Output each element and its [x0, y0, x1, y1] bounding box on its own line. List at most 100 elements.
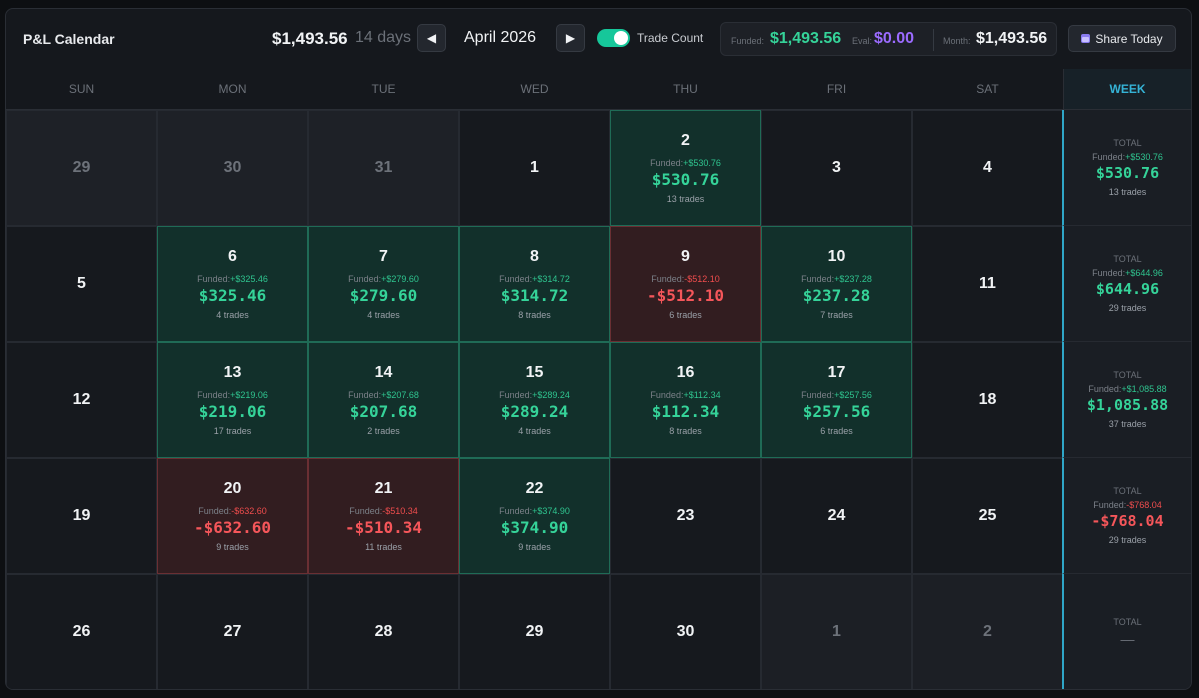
day-cell[interactable]: 4 [912, 110, 1063, 226]
day-cell[interactable]: 18 [912, 342, 1063, 458]
day-number: 19 [72, 507, 91, 524]
weekday-header-sat: SAT [912, 69, 1063, 110]
day-pnl: -$632.60 [193, 518, 272, 537]
day-pnl: -$512.10 [646, 286, 725, 305]
funded-prefix: Funded: [651, 274, 685, 284]
day-cell[interactable]: 13 Funded:+$219.06 $219.06 17 trades [157, 342, 308, 458]
funded-prefix: Funded: [499, 274, 533, 284]
day-cell[interactable]: 17 Funded:+$257.56 $257.56 6 trades [761, 342, 912, 458]
day-cell[interactable]: 30 [610, 574, 761, 689]
day-cell[interactable]: 20 Funded:-$632.60 -$632.60 9 trades [157, 458, 308, 574]
day-cell[interactable]: 31 [308, 110, 459, 226]
day-number: 21 [374, 480, 393, 497]
day-funded: Funded:+$325.46 [197, 274, 268, 284]
day-number: 1 [832, 623, 841, 640]
prev-month-button[interactable]: ◀ [417, 24, 446, 52]
funded-value: $1,493.56 [770, 30, 842, 47]
day-cell[interactable]: 8 Funded:+$314.72 $314.72 8 trades [459, 226, 610, 342]
day-pnl: $112.34 [651, 402, 720, 421]
next-month-button[interactable]: ▶ [556, 24, 585, 52]
day-cell[interactable]: 16 Funded:+$112.34 $112.34 8 trades [610, 342, 761, 458]
day-funded: Funded:-$512.10 [651, 274, 720, 284]
day-trade-count: 4 trades [216, 310, 249, 320]
day-cell[interactable]: 26 [6, 574, 157, 689]
day-trade-count: 6 trades [669, 310, 702, 320]
share-today-button[interactable]: Share Today [1068, 25, 1176, 52]
share-today-label: Share Today [1095, 31, 1163, 46]
month-value: $1,493.56 [976, 30, 1048, 47]
day-cell[interactable]: 25 [912, 458, 1063, 574]
day-cell[interactable]: 3 [761, 110, 912, 226]
day-pnl: $530.76 [651, 170, 720, 189]
day-cell[interactable]: 29 [6, 110, 157, 226]
day-number: 30 [676, 623, 695, 640]
day-cell[interactable]: 6 Funded:+$325.46 $325.46 4 trades [157, 226, 308, 342]
funded-prefix: Funded: [197, 390, 231, 400]
funded-prefix: Funded: [801, 274, 835, 284]
funded-amount: +$530.76 [683, 158, 721, 168]
funded-label: Funded: [731, 36, 765, 46]
day-number: 13 [223, 364, 242, 381]
day-funded: Funded:+$207.68 [348, 390, 419, 400]
day-cell[interactable]: 15 Funded:+$289.24 $289.24 4 trades [459, 342, 610, 458]
week-summary: TOTAL — [1062, 574, 1191, 689]
funded-prefix: Funded: [1092, 268, 1126, 278]
trade-count-toggle[interactable] [597, 29, 630, 47]
day-cell[interactable]: 23 [610, 458, 761, 574]
day-cell[interactable]: 14 Funded:+$207.68 $207.68 2 trades [308, 342, 459, 458]
day-number: 11 [979, 275, 996, 292]
day-cell[interactable]: 11 [912, 226, 1063, 342]
funded-amount: +$289.24 [532, 390, 570, 400]
day-cell[interactable]: 19 [6, 458, 157, 574]
day-number: 25 [978, 507, 997, 524]
funded-amount: +$1,085.88 [1121, 384, 1167, 394]
day-trade-count: 11 trades [365, 542, 402, 552]
week-total-label: TOTAL [1113, 486, 1142, 496]
calendar-icon [1081, 34, 1091, 43]
day-cell[interactable]: 28 [308, 574, 459, 689]
day-cell[interactable]: 12 [6, 342, 157, 458]
weekday-header-tue: TUE [308, 69, 459, 110]
funded-amount: +$325.46 [230, 274, 268, 284]
day-cell[interactable]: 5 [6, 226, 157, 342]
day-number: 29 [525, 623, 544, 640]
day-cell[interactable]: 9 Funded:-$512.10 -$512.10 6 trades [610, 226, 761, 342]
day-trade-count: 13 trades [666, 194, 705, 204]
funded-prefix: Funded: [499, 506, 533, 516]
day-funded: Funded:+$289.24 [499, 390, 570, 400]
day-cell[interactable]: 2 Funded:+$530.76 $530.76 13 trades [610, 110, 761, 226]
day-cell[interactable]: 1 [761, 574, 912, 689]
day-cell[interactable]: 21 Funded:-$510.34 -$510.34 11 trades [308, 458, 459, 574]
funded-prefix: Funded: [1093, 500, 1127, 510]
day-number: 16 [676, 364, 695, 381]
day-cell[interactable]: 24 [761, 458, 912, 574]
day-number: 10 [827, 248, 846, 265]
day-cell[interactable]: 10 Funded:+$237.28 $237.28 7 trades [761, 226, 912, 342]
day-funded: Funded:+$279.60 [348, 274, 419, 284]
week-funded: Funded:+$1,085.88 [1088, 384, 1166, 394]
day-funded: Funded:+$314.72 [499, 274, 570, 284]
day-cell[interactable]: 27 [157, 574, 308, 689]
week-trade-count: 29 trades [1108, 535, 1147, 545]
eval-label: Eval: [852, 36, 873, 46]
day-funded: Funded:+$374.90 [499, 506, 570, 516]
stats-divider [933, 29, 934, 51]
funded-prefix: Funded: [650, 390, 684, 400]
day-trade-count: 9 trades [518, 542, 551, 552]
day-cell[interactable]: 29 [459, 574, 610, 689]
day-cell[interactable]: 30 [157, 110, 308, 226]
day-cell[interactable]: 2 [912, 574, 1063, 689]
day-number: 17 [827, 364, 846, 381]
day-cell[interactable]: 22 Funded:+$374.90 $374.90 9 trades [459, 458, 610, 574]
day-cell[interactable]: 7 Funded:+$279.60 $279.60 4 trades [308, 226, 459, 342]
funded-amount: -$510.34 [382, 506, 418, 516]
day-trade-count: 8 trades [669, 426, 702, 436]
day-funded: Funded:+$219.06 [197, 390, 268, 400]
funded-amount: +$237.28 [834, 274, 872, 284]
trade-count-label: Trade Count [637, 31, 704, 45]
day-cell[interactable]: 1 [459, 110, 610, 226]
funded-amount: +$374.90 [532, 506, 570, 516]
funded-amount: +$644.96 [1125, 268, 1163, 278]
day-number: 2 [681, 132, 690, 149]
account-stats: Funded: $1,493.56 Eval: $0.00 Month: $1,… [720, 22, 1057, 56]
